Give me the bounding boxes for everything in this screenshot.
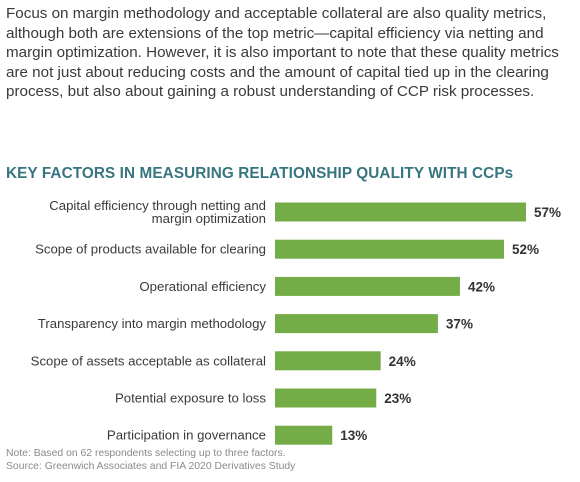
category-label: Transparency into margin methodology	[38, 316, 267, 331]
value-label: 42%	[468, 279, 495, 294]
value-label: 23%	[384, 391, 411, 406]
intro-paragraph: Focus on margin methodology and acceptab…	[6, 5, 559, 101]
bar	[275, 351, 381, 371]
bar	[275, 239, 504, 259]
footnote-note: Note: Based on 62 respondents selecting …	[6, 448, 286, 459]
chart-title: KEY FACTORS IN MEASURING RELATIONSHIP QU…	[6, 165, 514, 182]
bar-chart: Capital efficiency through netting and ma…	[31, 198, 561, 445]
category-label: Scope of products available for clearing	[35, 242, 266, 257]
value-label: 57%	[534, 205, 561, 220]
category-label: Scope of assets acceptable as collateral	[31, 353, 266, 368]
chart-footnote: Note: Based on 62 respondents selecting …	[6, 448, 295, 473]
value-label: 37%	[446, 317, 473, 332]
category-label: Participation in governance	[107, 428, 266, 443]
value-label: 52%	[512, 242, 539, 257]
value-label: 13%	[340, 428, 367, 443]
bar	[275, 388, 377, 408]
bar	[275, 202, 526, 222]
footnote-source: Source: Greenwich Associates and FIA 202…	[6, 460, 296, 472]
bar	[275, 314, 438, 334]
category-label: Capital efficiency through netting and ma…	[49, 198, 266, 226]
value-label: 24%	[389, 354, 416, 369]
category-label: Operational efficiency	[139, 279, 266, 294]
bar	[275, 425, 333, 445]
bar	[275, 276, 460, 296]
category-label: Potential exposure to loss	[115, 391, 266, 406]
